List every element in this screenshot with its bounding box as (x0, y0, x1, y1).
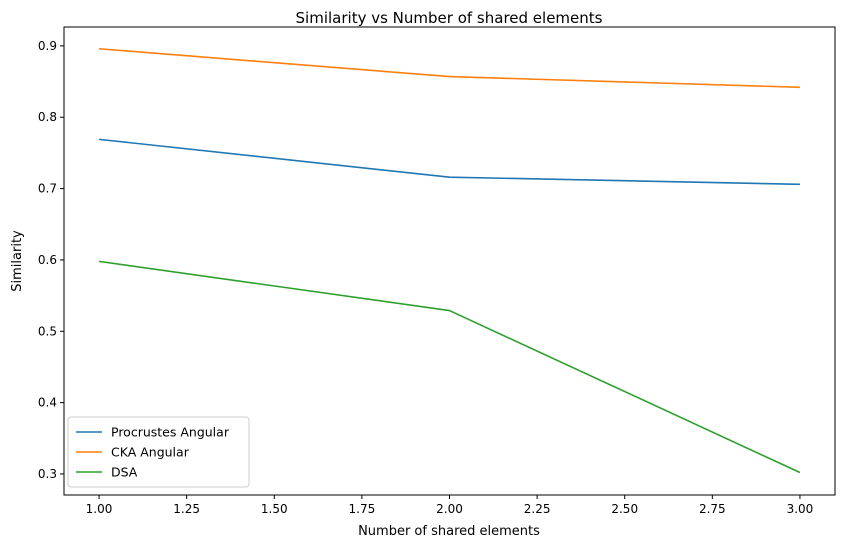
x-tick-label: 3.00 (787, 502, 814, 516)
legend-label-procrustes-angular: Procrustes Angular (111, 425, 230, 440)
x-tick-label: 1.75 (349, 502, 376, 516)
y-tick-label: 0.9 (38, 39, 57, 53)
y-axis-label: Similarity (10, 230, 25, 292)
plot-area (98, 47, 801, 474)
x-axis-label: Number of shared elements (358, 524, 540, 539)
legend-label-dsa: DSA (111, 465, 138, 480)
y-tick-label: 0.7 (38, 182, 57, 196)
x-tick-label: 2.00 (436, 502, 463, 516)
chart-title: Similarity vs Number of shared elements (296, 9, 603, 27)
y-tick-label: 0.6 (38, 253, 57, 267)
y-axis: 0.3 0.4 0.5 0.6 0.7 0.8 0.9 (38, 39, 64, 481)
x-tick-label: 1.25 (173, 502, 200, 516)
series-line-procrustes-angular (98, 138, 800, 186)
x-tick-label: 1.50 (261, 502, 288, 516)
x-axis: 1.00 1.25 1.50 1.75 2.00 2.25 2.50 2.75 3.00 (86, 495, 814, 516)
y-tick-label: 0.3 (38, 467, 57, 481)
legend-box (67, 416, 250, 488)
legend: Procrustes Angular CKA Angular DSA (67, 416, 250, 488)
x-tick-label: 2.50 (611, 502, 638, 516)
y-tick-label: 0.5 (38, 324, 57, 338)
y-tick-label: 0.8 (38, 110, 57, 124)
x-tick-label: 2.25 (524, 502, 551, 516)
x-tick-label: 2.75 (699, 502, 726, 516)
x-tick-label: 1.00 (86, 502, 113, 516)
legend-label-cka-angular: CKA Angular (111, 445, 190, 460)
y-tick-label: 0.4 (38, 396, 57, 410)
series-line-dsa (98, 260, 801, 474)
series-line-cka-angular (98, 47, 800, 89)
